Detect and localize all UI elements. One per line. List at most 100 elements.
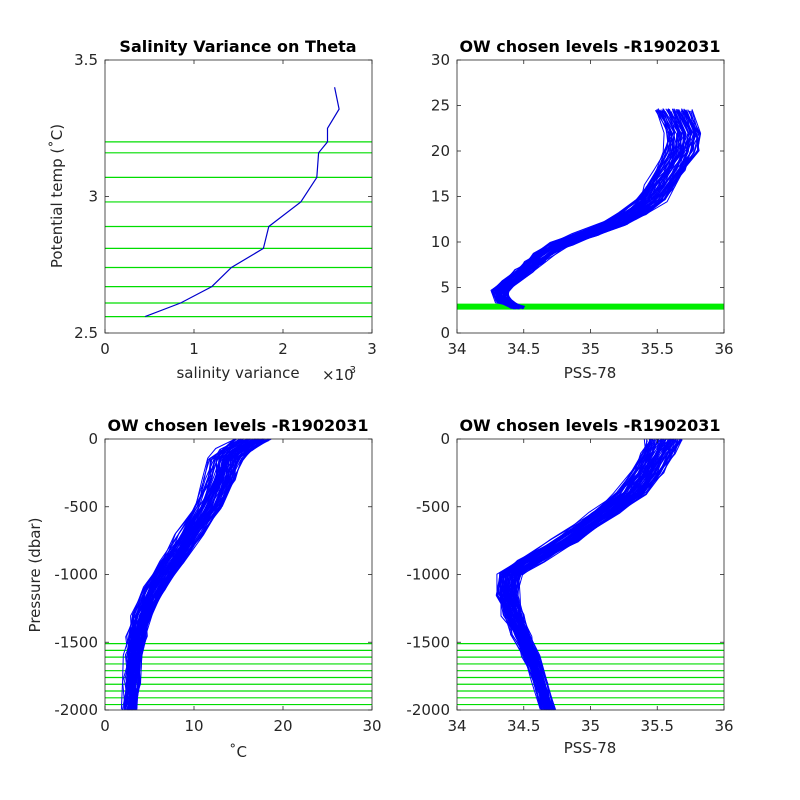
profile-line	[501, 110, 696, 310]
subplot-theta-salinity: OW chosen levels -R1902031 34 34.5 35 35.5 3…	[431, 37, 734, 382]
subplot-pressure-temperature: OW chosen levels -R1902031 0 10 20 30 -2000 -…	[26, 416, 382, 761]
profile-line	[127, 438, 259, 711]
y-tick-label: -500	[416, 498, 450, 516]
profile-line	[128, 438, 257, 711]
profile-line	[132, 439, 257, 710]
x-tick-label: 3	[367, 340, 377, 358]
profile-line	[498, 108, 675, 307]
x-tick-label: 34	[447, 717, 466, 735]
profile-line	[128, 439, 257, 711]
y-tick-label: -500	[64, 498, 98, 516]
profile-line	[133, 438, 259, 711]
chart-title: OW chosen levels -R1902031	[107, 416, 368, 435]
x-multiplier-base: ×10	[322, 366, 354, 384]
x-tick-label: 20	[273, 717, 292, 735]
profile-line	[505, 109, 690, 308]
profile-line	[502, 109, 689, 309]
y-tick-label: -2000	[406, 701, 450, 719]
y-tick-label: 5	[440, 279, 450, 297]
profile-line	[498, 110, 678, 309]
x-axis-label: PSS-78	[564, 364, 617, 382]
profile-line	[128, 438, 261, 711]
y-tick-label: 3	[88, 188, 98, 206]
profile-line	[131, 439, 259, 711]
subplot-pressure-salinity: OW chosen levels -R1902031 34 34.5 35 35.5 3…	[406, 416, 733, 757]
profile-line	[492, 110, 670, 309]
y-tick-label: -1000	[54, 566, 98, 584]
x-tick-label: 35.5	[641, 340, 674, 358]
profile-line	[509, 439, 675, 710]
profile-line	[491, 109, 672, 308]
subplot-salinity-variance: Salinity Variance on Theta 0 1 2 3 2.5 3 3.5 s…	[48, 37, 377, 384]
profile-line	[132, 438, 256, 711]
profile-line	[500, 111, 682, 310]
x-tick-label: 34.5	[507, 340, 540, 358]
profile-line	[130, 439, 268, 711]
y-tick-label: 10	[431, 233, 450, 251]
profile-line	[128, 438, 263, 710]
y-tick-label: -1500	[406, 633, 450, 651]
profile-line	[502, 110, 692, 308]
profile-line	[130, 438, 264, 711]
y-tick-label: 2.5	[74, 324, 98, 342]
x-tick-label: 0	[100, 340, 110, 358]
profile-line	[129, 438, 264, 710]
profile-line	[501, 110, 696, 308]
x-tick-label: 1	[189, 340, 199, 358]
profile-line	[130, 438, 264, 710]
tick-labels: 34 34.5 35 35.5 36 0 5 10 15 20 25 30	[431, 51, 734, 358]
profile-line	[130, 438, 261, 711]
x-axis-multiplier: ×10 -3	[322, 365, 356, 384]
y-tick-label: 0	[440, 324, 450, 342]
y-tick-label: 30	[431, 51, 450, 69]
profile-line	[124, 438, 237, 711]
y-axis-label: Potential temp (˚C)	[48, 124, 66, 268]
profile-line	[129, 439, 260, 711]
axes-frame	[104, 59, 373, 334]
plot-area	[457, 108, 724, 310]
x-tick-label: 35	[581, 717, 600, 735]
plot-area	[105, 87, 372, 318]
profile-line	[502, 109, 695, 308]
y-tick-label: -1000	[406, 566, 450, 584]
x-tick-label: 30	[362, 717, 381, 735]
profile-line	[513, 438, 677, 710]
x-tick-label: 35.5	[641, 717, 674, 735]
x-tick-label: 34	[447, 340, 466, 358]
profile-line	[127, 438, 257, 709]
profile-line	[130, 439, 257, 709]
tick-labels: 0 1 2 3 2.5 3 3.5	[74, 51, 377, 358]
profile-line	[503, 109, 691, 310]
profile-line	[129, 438, 263, 711]
tick-labels: 0 10 20 30 -2000 -1500 -1000 -500 0	[54, 430, 381, 735]
axes-frame	[104, 438, 373, 711]
chart-title: OW chosen levels -R1902031	[459, 37, 720, 56]
profile-line	[501, 110, 686, 310]
x-axis-label: PSS-78	[564, 739, 617, 757]
profile-line	[130, 439, 265, 710]
profile-line	[499, 109, 690, 310]
x-tick-label: 0	[100, 717, 110, 735]
x-tick-label: 35	[581, 340, 600, 358]
profile-line	[503, 439, 652, 711]
chart-title: OW chosen levels -R1902031	[459, 416, 720, 435]
profile-line	[495, 108, 683, 309]
plot-area	[457, 438, 724, 711]
profile-line	[130, 440, 262, 710]
x-tick-label: 2	[278, 340, 288, 358]
profile-line	[496, 109, 692, 309]
x-tick-label: 36	[714, 340, 733, 358]
profile-line	[500, 110, 694, 308]
profile-line	[499, 110, 683, 309]
profile-line	[517, 438, 683, 710]
profile-line	[510, 439, 671, 711]
profile-line	[495, 438, 652, 711]
profile-line	[127, 439, 259, 711]
y-axis-label: Pressure (dbar)	[26, 518, 44, 633]
y-tick-label: 3.5	[74, 51, 98, 69]
x-axis-label: ˚C	[229, 743, 247, 761]
profile-line	[132, 439, 266, 711]
profile-line	[124, 438, 237, 709]
y-tick-label: 0	[440, 430, 450, 448]
